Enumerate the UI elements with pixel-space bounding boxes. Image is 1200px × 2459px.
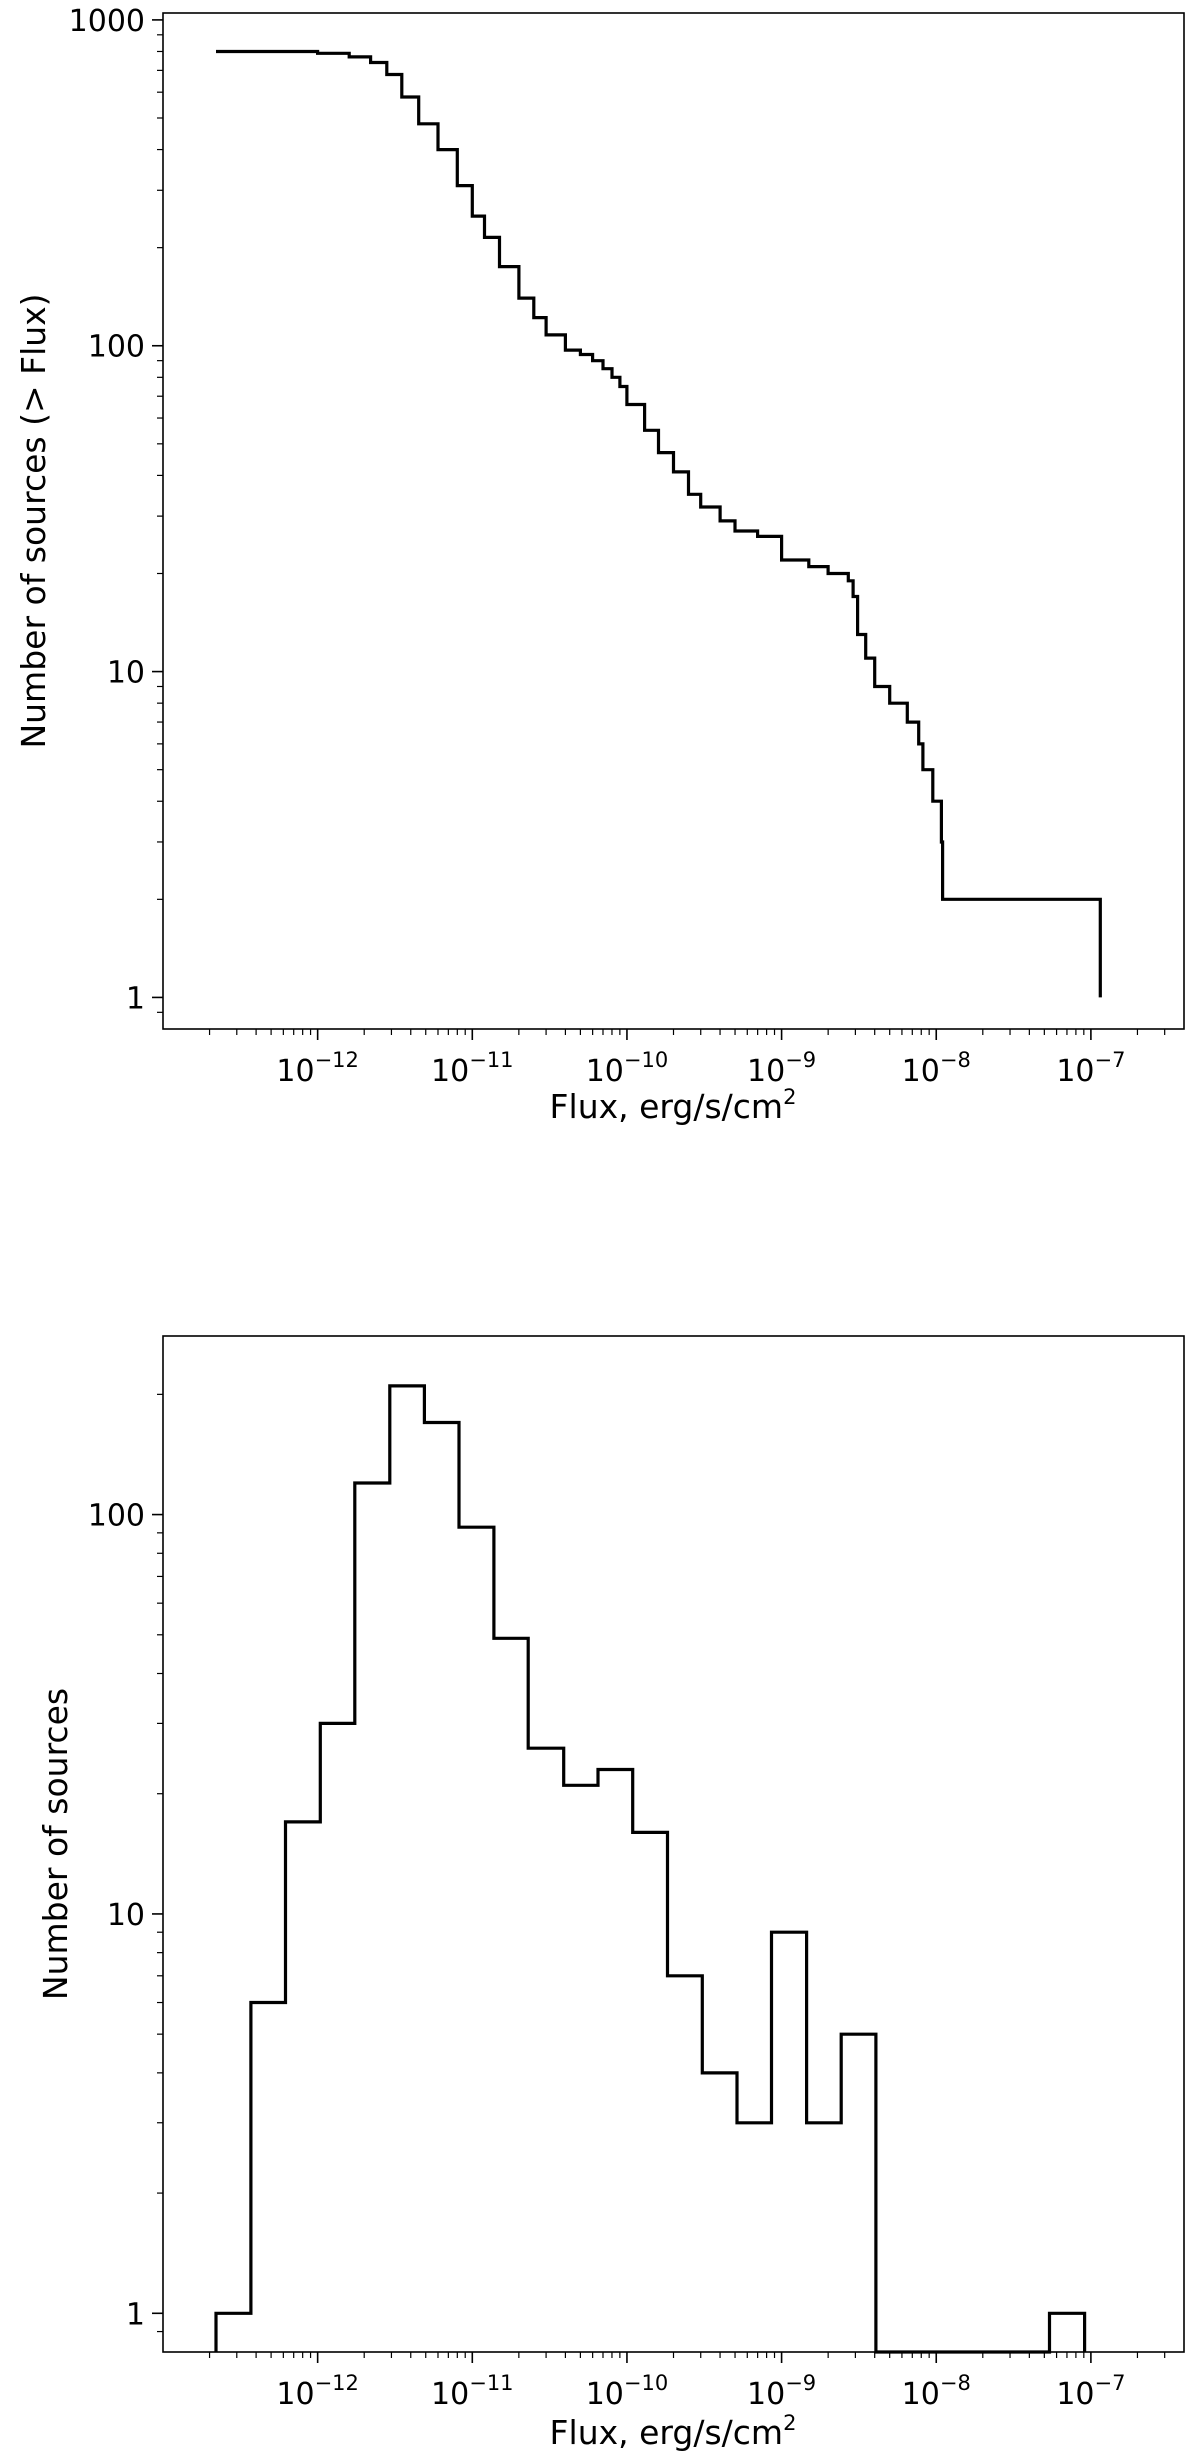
x-tick-label: 10−8 <box>902 1048 971 1089</box>
x-tick-label: 10−9 <box>747 2371 816 2412</box>
x-tick-exponent: −8 <box>940 1048 971 1072</box>
histogram-x-axis-label: Flux, erg/s/cm2 <box>550 2411 797 2452</box>
cumulative-counts-line <box>216 49 1102 998</box>
x-tick-base: 10 <box>1056 2377 1094 2412</box>
x-tick-base: 10 <box>902 2377 940 2412</box>
x-tick-label: 10−12 <box>276 1048 359 1089</box>
x-tick-base: 10 <box>431 2377 469 2412</box>
x-tick-exponent: −11 <box>469 1048 513 1072</box>
x-tick-label: 10−10 <box>586 1048 669 1089</box>
x-tick-label: 10−11 <box>431 2371 514 2412</box>
x-tick-base: 10 <box>586 2377 624 2412</box>
x-tick-exponent: −12 <box>315 2371 359 2395</box>
x-tick-label: 10−11 <box>431 1048 514 1089</box>
cumulative-y-axis-label: Number of sources (> Flux) <box>14 293 53 748</box>
x-tick-label: 10−9 <box>747 1048 816 1089</box>
x-tick-exponent: −10 <box>624 2371 668 2395</box>
y-tick-label: 10 <box>107 656 145 691</box>
x-tick-label: 10−12 <box>276 2371 359 2412</box>
x-tick-exponent: −10 <box>624 1048 668 1072</box>
x-tick-exponent: −9 <box>785 2371 816 2395</box>
x-tick-exponent: −7 <box>1095 1048 1126 1072</box>
y-tick-label: 10 <box>107 1898 145 1933</box>
histogram-y-axis-label: Number of sources <box>36 1688 75 2000</box>
x-tick-label: 10−7 <box>1056 1048 1125 1089</box>
histogram-plot-frame <box>162 1335 1185 2353</box>
cumulative-plot-frame <box>162 12 1185 1030</box>
x-tick-base: 10 <box>276 1054 314 1089</box>
x-tick-base: 10 <box>586 1054 624 1089</box>
y-tick-label: 100 <box>88 1499 145 1534</box>
y-tick-label: 100 <box>88 330 145 365</box>
x-tick-base: 10 <box>276 2377 314 2412</box>
y-tick-label: 1000 <box>69 4 145 39</box>
x-tick-exponent: −8 <box>940 2371 971 2395</box>
x-tick-base: 10 <box>1056 1054 1094 1089</box>
x-tick-exponent: −7 <box>1095 2371 1126 2395</box>
x-tick-label: 10−10 <box>586 2371 669 2412</box>
x-tick-base: 10 <box>431 1054 469 1089</box>
x-tick-exponent: −9 <box>785 1048 816 1072</box>
x-tick-base: 10 <box>747 2377 785 2412</box>
x-tick-exponent: −11 <box>469 2371 513 2395</box>
x-tick-label: 10−8 <box>902 2371 971 2412</box>
x-tick-base: 10 <box>747 1054 785 1089</box>
x-tick-base: 10 <box>902 1054 940 1089</box>
y-tick-label: 1 <box>126 981 145 1016</box>
y-tick-label: 1 <box>126 2297 145 2332</box>
cumulative-x-axis-label: Flux, erg/s/cm2 <box>550 1085 797 1126</box>
x-tick-exponent: −12 <box>315 1048 359 1072</box>
histogram-outline <box>214 1384 1087 2354</box>
x-tick-label: 10−7 <box>1056 2371 1125 2412</box>
